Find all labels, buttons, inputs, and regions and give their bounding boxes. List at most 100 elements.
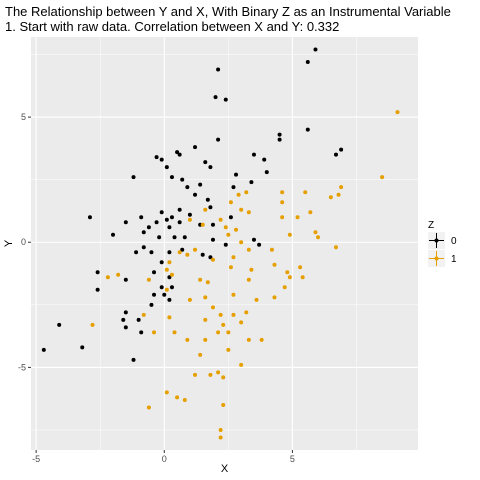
data-point-z0: [149, 302, 154, 307]
data-point-z1: [177, 250, 182, 255]
data-point-z1: [316, 235, 321, 240]
data-point-z0: [305, 127, 310, 132]
data-point-z1: [208, 372, 213, 377]
data-point-z0: [95, 270, 100, 275]
data-point-z0: [136, 317, 141, 322]
data-point-z0: [41, 347, 46, 352]
data-point-z1: [236, 192, 241, 197]
data-point-z1: [221, 402, 226, 407]
data-point-z0: [251, 237, 256, 242]
data-point-z0: [264, 170, 269, 175]
data-point-z1: [287, 275, 292, 280]
x-tick-label: 5: [290, 454, 295, 464]
data-point-z0: [213, 95, 218, 100]
data-point-z0: [177, 220, 182, 225]
data-point-z0: [164, 217, 169, 222]
data-point-z1: [380, 175, 385, 180]
data-point-z1: [298, 265, 303, 270]
data-point-z0: [57, 322, 62, 327]
data-point-z0: [339, 147, 344, 152]
data-point-z1: [300, 275, 305, 280]
data-point-z0: [167, 275, 172, 280]
data-point-z0: [123, 310, 128, 315]
data-point-z1: [280, 190, 285, 195]
data-point-z1: [221, 375, 226, 380]
data-point-z1: [116, 272, 121, 277]
data-point-z1: [205, 280, 210, 285]
legend-title: Z: [428, 220, 434, 231]
data-point-z1: [164, 267, 169, 272]
data-point-z0: [172, 235, 177, 240]
data-point-z0: [121, 317, 126, 322]
data-point-z1: [239, 362, 244, 367]
data-point-z1: [218, 427, 223, 432]
data-point-z0: [193, 192, 198, 197]
data-point-z0: [123, 220, 128, 225]
data-point-z1: [282, 285, 287, 290]
chart-title: The Relationship between Y and X, With B…: [5, 4, 451, 19]
data-point-z1: [164, 287, 169, 292]
data-point-z1: [203, 207, 208, 212]
data-point-z0: [203, 160, 208, 165]
data-point-z0: [333, 152, 338, 157]
data-point-z0: [131, 357, 136, 362]
data-point-z1: [231, 312, 236, 317]
data-point-z0: [262, 157, 267, 162]
data-point-z1: [249, 267, 254, 272]
data-point-z1: [285, 270, 290, 275]
data-point-z0: [123, 277, 128, 282]
data-point-z1: [185, 252, 190, 257]
data-point-z1: [105, 275, 110, 280]
data-point-z1: [246, 277, 251, 282]
data-point-z0: [123, 325, 128, 330]
data-point-z0: [187, 212, 192, 217]
data-point-z0: [164, 165, 169, 170]
data-point-z0: [154, 220, 159, 225]
data-point-z0: [167, 225, 172, 230]
data-point-z1: [226, 330, 231, 335]
data-point-z0: [223, 97, 228, 102]
data-point-z0: [180, 247, 185, 252]
data-point-z1: [328, 195, 333, 200]
data-point-z1: [295, 215, 300, 220]
data-point-z1: [210, 257, 215, 262]
data-point-z1: [141, 312, 146, 317]
data-point-z0: [208, 165, 213, 170]
data-point-z0: [152, 270, 157, 275]
data-point-z0: [111, 232, 116, 237]
data-point-z1: [272, 262, 277, 267]
data-point-z0: [208, 205, 213, 210]
x-tick-label: 0: [162, 454, 167, 464]
data-point-z0: [193, 145, 198, 150]
axes: -5 0 5 -5 0 5: [18, 112, 295, 464]
data-point-z1: [239, 240, 244, 245]
data-point-z1: [198, 277, 203, 282]
data-point-z1: [203, 337, 208, 342]
data-point-z0: [87, 215, 92, 220]
data-point-z1: [239, 320, 244, 325]
y-tick-label: -5: [18, 362, 26, 372]
data-point-z0: [154, 155, 159, 160]
data-point-z1: [280, 215, 285, 220]
data-point-z1: [187, 297, 192, 302]
data-point-z1: [218, 217, 223, 222]
data-point-z1: [146, 405, 151, 410]
data-point-z1: [146, 277, 151, 282]
data-point-z0: [234, 172, 239, 177]
data-point-z0: [205, 197, 210, 202]
x-tick-label: -5: [32, 454, 40, 464]
data-point-z1: [216, 370, 221, 375]
data-point-z1: [218, 435, 223, 440]
data-point-z1: [287, 232, 292, 237]
data-point-z1: [333, 245, 338, 250]
data-point-z0: [313, 47, 318, 52]
data-point-z0: [216, 67, 221, 72]
data-point-z1: [269, 247, 274, 252]
data-point-z0: [251, 152, 256, 157]
data-point-z0: [305, 60, 310, 65]
legend-key-point: [434, 256, 439, 261]
data-point-z1: [172, 330, 177, 335]
data-point-z0: [141, 245, 146, 250]
data-point-z0: [159, 157, 164, 162]
